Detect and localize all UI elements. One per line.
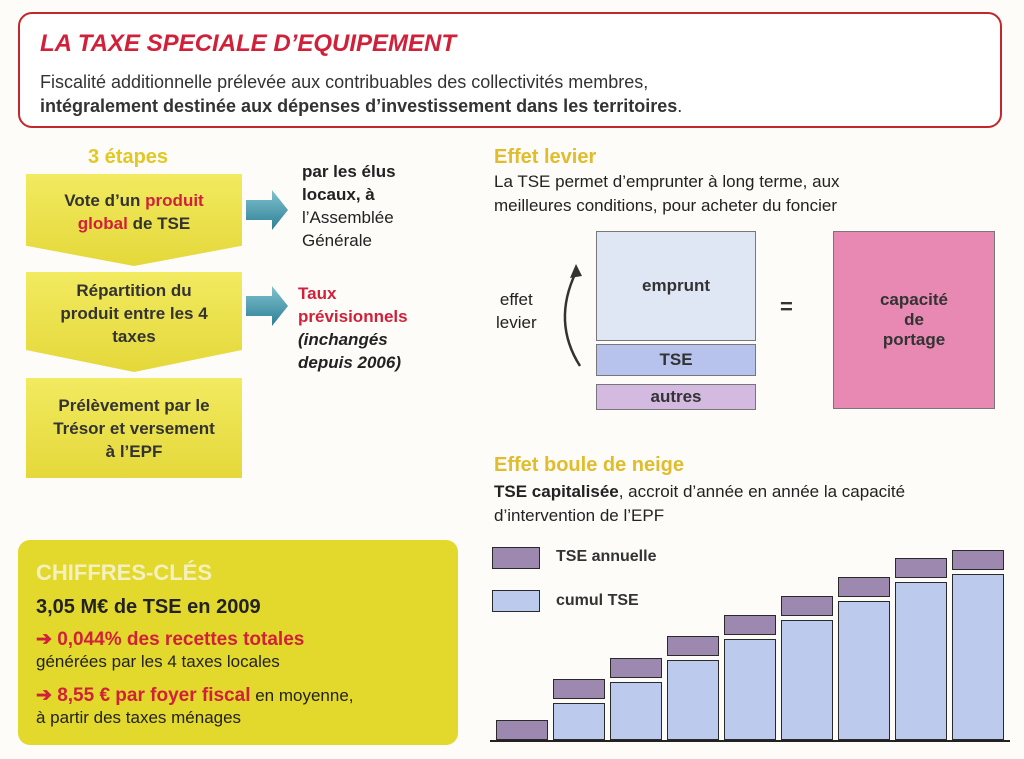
annual-bar <box>781 596 833 616</box>
key-figure-foyer-inline: en moyenne, <box>250 686 354 705</box>
step-1-c: global <box>77 214 128 233</box>
cumul-bar <box>838 601 890 740</box>
key-figure-tse: 3,05 M€ de TSE en 2009 <box>36 596 261 618</box>
step-3-l3: à l’EPF <box>105 441 163 461</box>
box-capacite-l1: capacité <box>879 290 949 309</box>
step-1-note-l3: l’Assemblée <box>302 208 394 227</box>
steps-title: 3 étapes <box>88 146 169 168</box>
step-2-l2: produit entre les 4 <box>60 303 208 323</box>
arrow-right-icon <box>246 190 288 230</box>
box-autres-label: autres <box>650 387 702 406</box>
step-2-note: Taux prévisionnels (inchangés depuis 200… <box>298 282 408 374</box>
step-1-note-l4: Générale <box>302 231 372 250</box>
step-1-note-l1: par les élus <box>302 162 396 181</box>
cumul-bar <box>895 582 947 740</box>
box-capacite-l3: portage <box>882 330 946 349</box>
legend-annual-swatch <box>492 547 540 569</box>
step-1-a: Vote d’un <box>64 191 146 210</box>
step-2-text: Répartition du produit entre les 4 taxes <box>60 279 207 348</box>
chart-axis <box>490 740 1010 742</box>
step-1: Vote d’un produit global de TSE <box>26 174 242 266</box>
header-line-1: Fiscalité additionnelle prélevée aux con… <box>40 72 649 92</box>
step-1-d: de TSE <box>127 214 191 233</box>
legend-annual-label: TSE annuelle <box>556 548 657 565</box>
box-capacite-text: capacité de portage <box>880 290 948 350</box>
boule-title: Effet boule de neige <box>494 454 685 476</box>
levier-title: Effet levier <box>494 146 597 168</box>
levier-text-1: La TSE permet d’emprunter à long terme, … <box>494 172 840 191</box>
step-1-text: Vote d’un produit global de TSE <box>64 189 203 235</box>
levier-arrow-label-2: levier <box>496 313 537 332</box>
levier-text-2: meilleures conditions, pour acheter du f… <box>494 196 838 215</box>
levier-arrow-label: effet levier <box>496 288 537 334</box>
levier-text: La TSE permet d’emprunter à long terme, … <box>494 170 840 218</box>
step-3-l2: Trésor et versement <box>53 418 215 438</box>
box-capacite-l2: de <box>904 310 924 329</box>
annual-bar <box>724 615 776 635</box>
key-figures-title: CHIFFRES-CLÉS <box>36 560 212 585</box>
step-2: Répartition du produit entre les 4 taxes <box>26 272 242 372</box>
key-figure-percent: ➔ 0,044% des recettes totales <box>36 629 305 650</box>
cumul-bar <box>781 620 833 740</box>
step-3-text: Prélèvement par le Trésor et versement à… <box>53 394 215 463</box>
step-2-note-l3: (inchangés <box>298 330 388 349</box>
step-3-l1: Prélèvement par le <box>58 395 210 415</box>
annual-bar <box>667 636 719 656</box>
step-3: Prélèvement par le Trésor et versement à… <box>26 378 242 478</box>
curved-arrow-icon <box>563 264 582 367</box>
cumul-bar <box>610 682 662 740</box>
box-tse: TSE <box>596 344 756 376</box>
header-line-2-end: . <box>677 96 683 116</box>
key-figures-box <box>18 540 458 745</box>
key-figure-foyer-red: ➔ 8,55 € par foyer fiscal <box>36 685 251 706</box>
step-1-b: produit <box>145 191 204 210</box>
annual-bar <box>895 558 947 578</box>
boule-text-1: , accroit d’année en année la capacité <box>618 482 906 501</box>
annual-bar <box>553 679 605 699</box>
levier-arrow-label-1: effet <box>499 290 533 309</box>
key-figure-percent-note: générées par les 4 taxes locales <box>36 652 280 671</box>
step-2-l3: taxes <box>112 326 156 346</box>
header-line-2: intégralement destinée aux dépenses d’in… <box>40 96 682 117</box>
equals-sign: = <box>780 294 793 319</box>
boule-text-2: d’intervention de l’EPF <box>494 506 665 525</box>
annual-bar <box>838 577 890 597</box>
annual-bar <box>496 720 548 740</box>
header-line-2-bold: intégralement destinée aux dépenses d’in… <box>40 96 678 116</box>
step-1-note: par les élus locaux, à l’Assemblée Génér… <box>302 160 396 252</box>
snowball-chart <box>490 540 1010 745</box>
cumul-bar <box>724 639 776 740</box>
cumul-bar <box>553 703 605 740</box>
step-2-note-l4: depuis 2006) <box>298 353 401 372</box>
arrow-right-icon <box>246 286 288 326</box>
box-emprunt-label: emprunt <box>642 276 710 295</box>
box-autres: autres <box>596 384 756 410</box>
step-2-l1: Répartition du <box>76 280 192 300</box>
page-title: LA TAXE SPECIALE D’EQUIPEMENT <box>40 30 457 57</box>
key-figure-foyer-note: à partir des taxes ménages <box>36 708 242 727</box>
annual-bar <box>610 658 662 678</box>
step-2-note-l1: Taux <box>298 284 337 303</box>
step-1-note-l2: locaux, à <box>302 185 375 204</box>
legend-cumul-label: cumul TSE <box>556 592 639 609</box>
box-tse-label: TSE <box>659 350 693 369</box>
legend-cumul-swatch <box>492 590 540 612</box>
cumul-bar <box>952 574 1004 740</box>
box-emprunt: emprunt <box>596 231 756 341</box>
step-2-note-l2: prévisionnels <box>298 307 408 326</box>
boule-text: TSE capitalisée, accroit d’année en anné… <box>494 480 905 528</box>
key-figure-foyer: ➔ 8,55 € par foyer fiscal en moyenne, <box>36 684 354 707</box>
cumul-bar <box>667 660 719 740</box>
annual-bar <box>952 550 1004 570</box>
header-box <box>18 12 1002 128</box>
box-capacite: capacité de portage <box>833 231 995 409</box>
boule-text-bold: TSE capitalisée <box>494 482 619 501</box>
